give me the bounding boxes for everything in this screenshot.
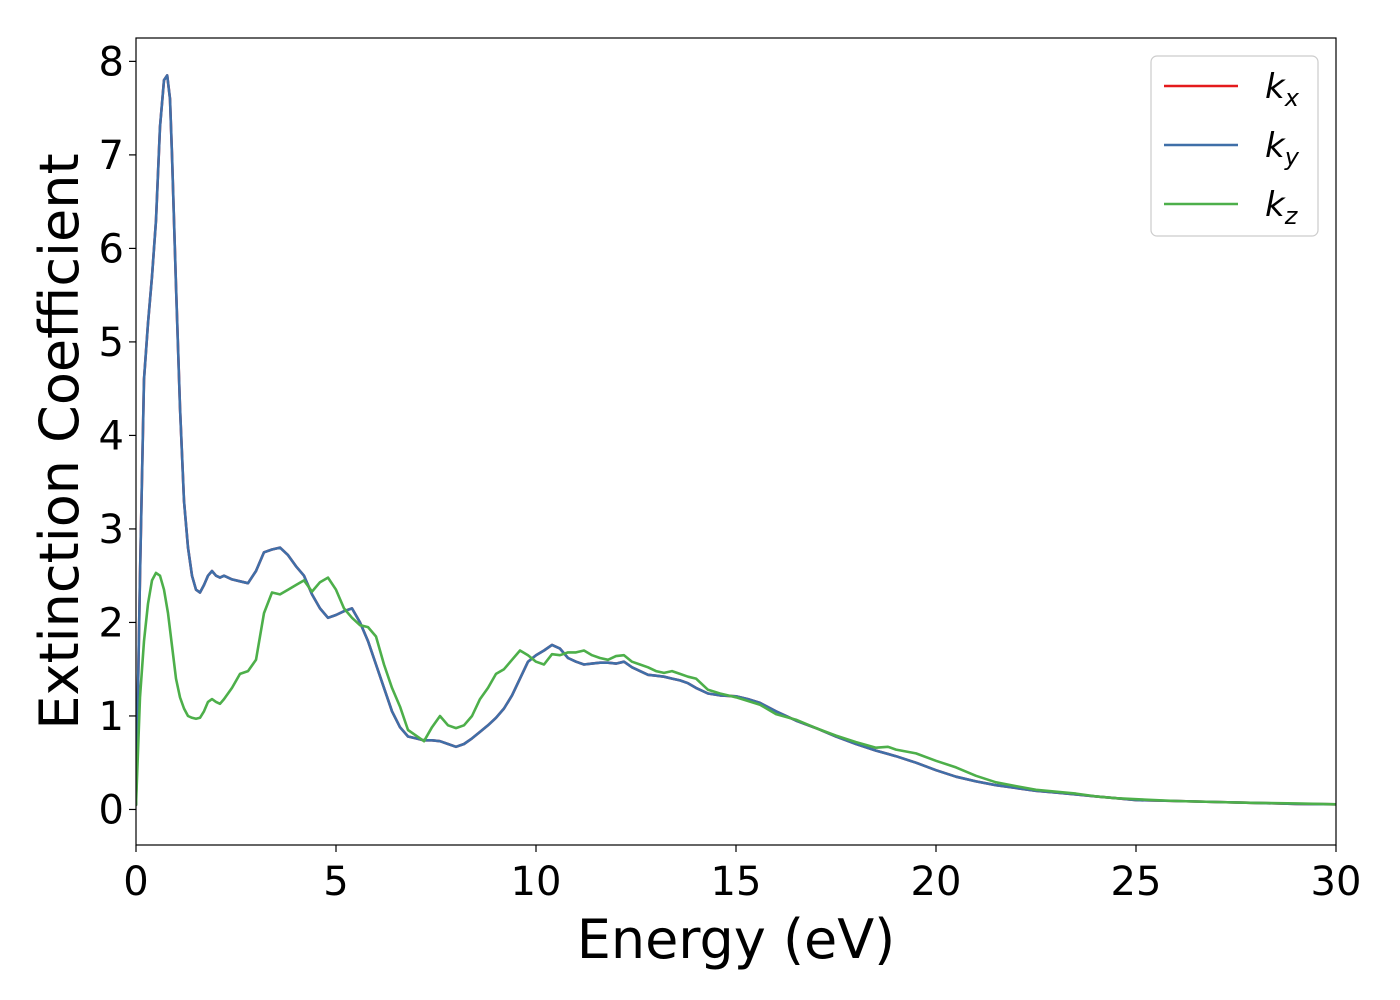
legend: kx ky kz [1150,55,1319,237]
y-tick-label: 5 [99,320,124,366]
y-tick-label: 7 [99,133,124,179]
x-tick-label: 5 [323,859,348,905]
y-axis-title: Extinction Coefficient [28,153,91,729]
y-tick-label: 2 [99,600,124,646]
series-line-k-z [136,571,1336,807]
x-axis-title: Energy (eV) [577,908,896,971]
x-tick-label: 15 [711,859,762,905]
series-line-k-y [136,74,1336,807]
y-axis-ticks: 0 1 2 3 4 5 6 7 8 [99,39,136,833]
x-axis-ticks: 0 5 10 15 20 25 30 [123,845,1361,905]
x-tick-label: 0 [123,859,148,905]
y-tick-label: 8 [99,39,124,85]
y-tick-label: 4 [99,413,124,459]
y-tick-label: 3 [99,507,124,553]
legend-label-k-x: kx [1265,67,1300,112]
x-tick-label: 20 [911,859,962,905]
y-tick-label: 0 [99,787,124,833]
x-tick-label: 10 [511,859,562,905]
series-layer [136,74,1336,807]
x-tick-label: 30 [1311,859,1362,905]
legend-label-k-z: kz [1265,185,1299,230]
legend-label-k-y: ky [1265,126,1300,171]
x-tick-label: 25 [1111,859,1162,905]
y-tick-label: 1 [99,694,124,740]
y-tick-label: 6 [99,226,124,272]
